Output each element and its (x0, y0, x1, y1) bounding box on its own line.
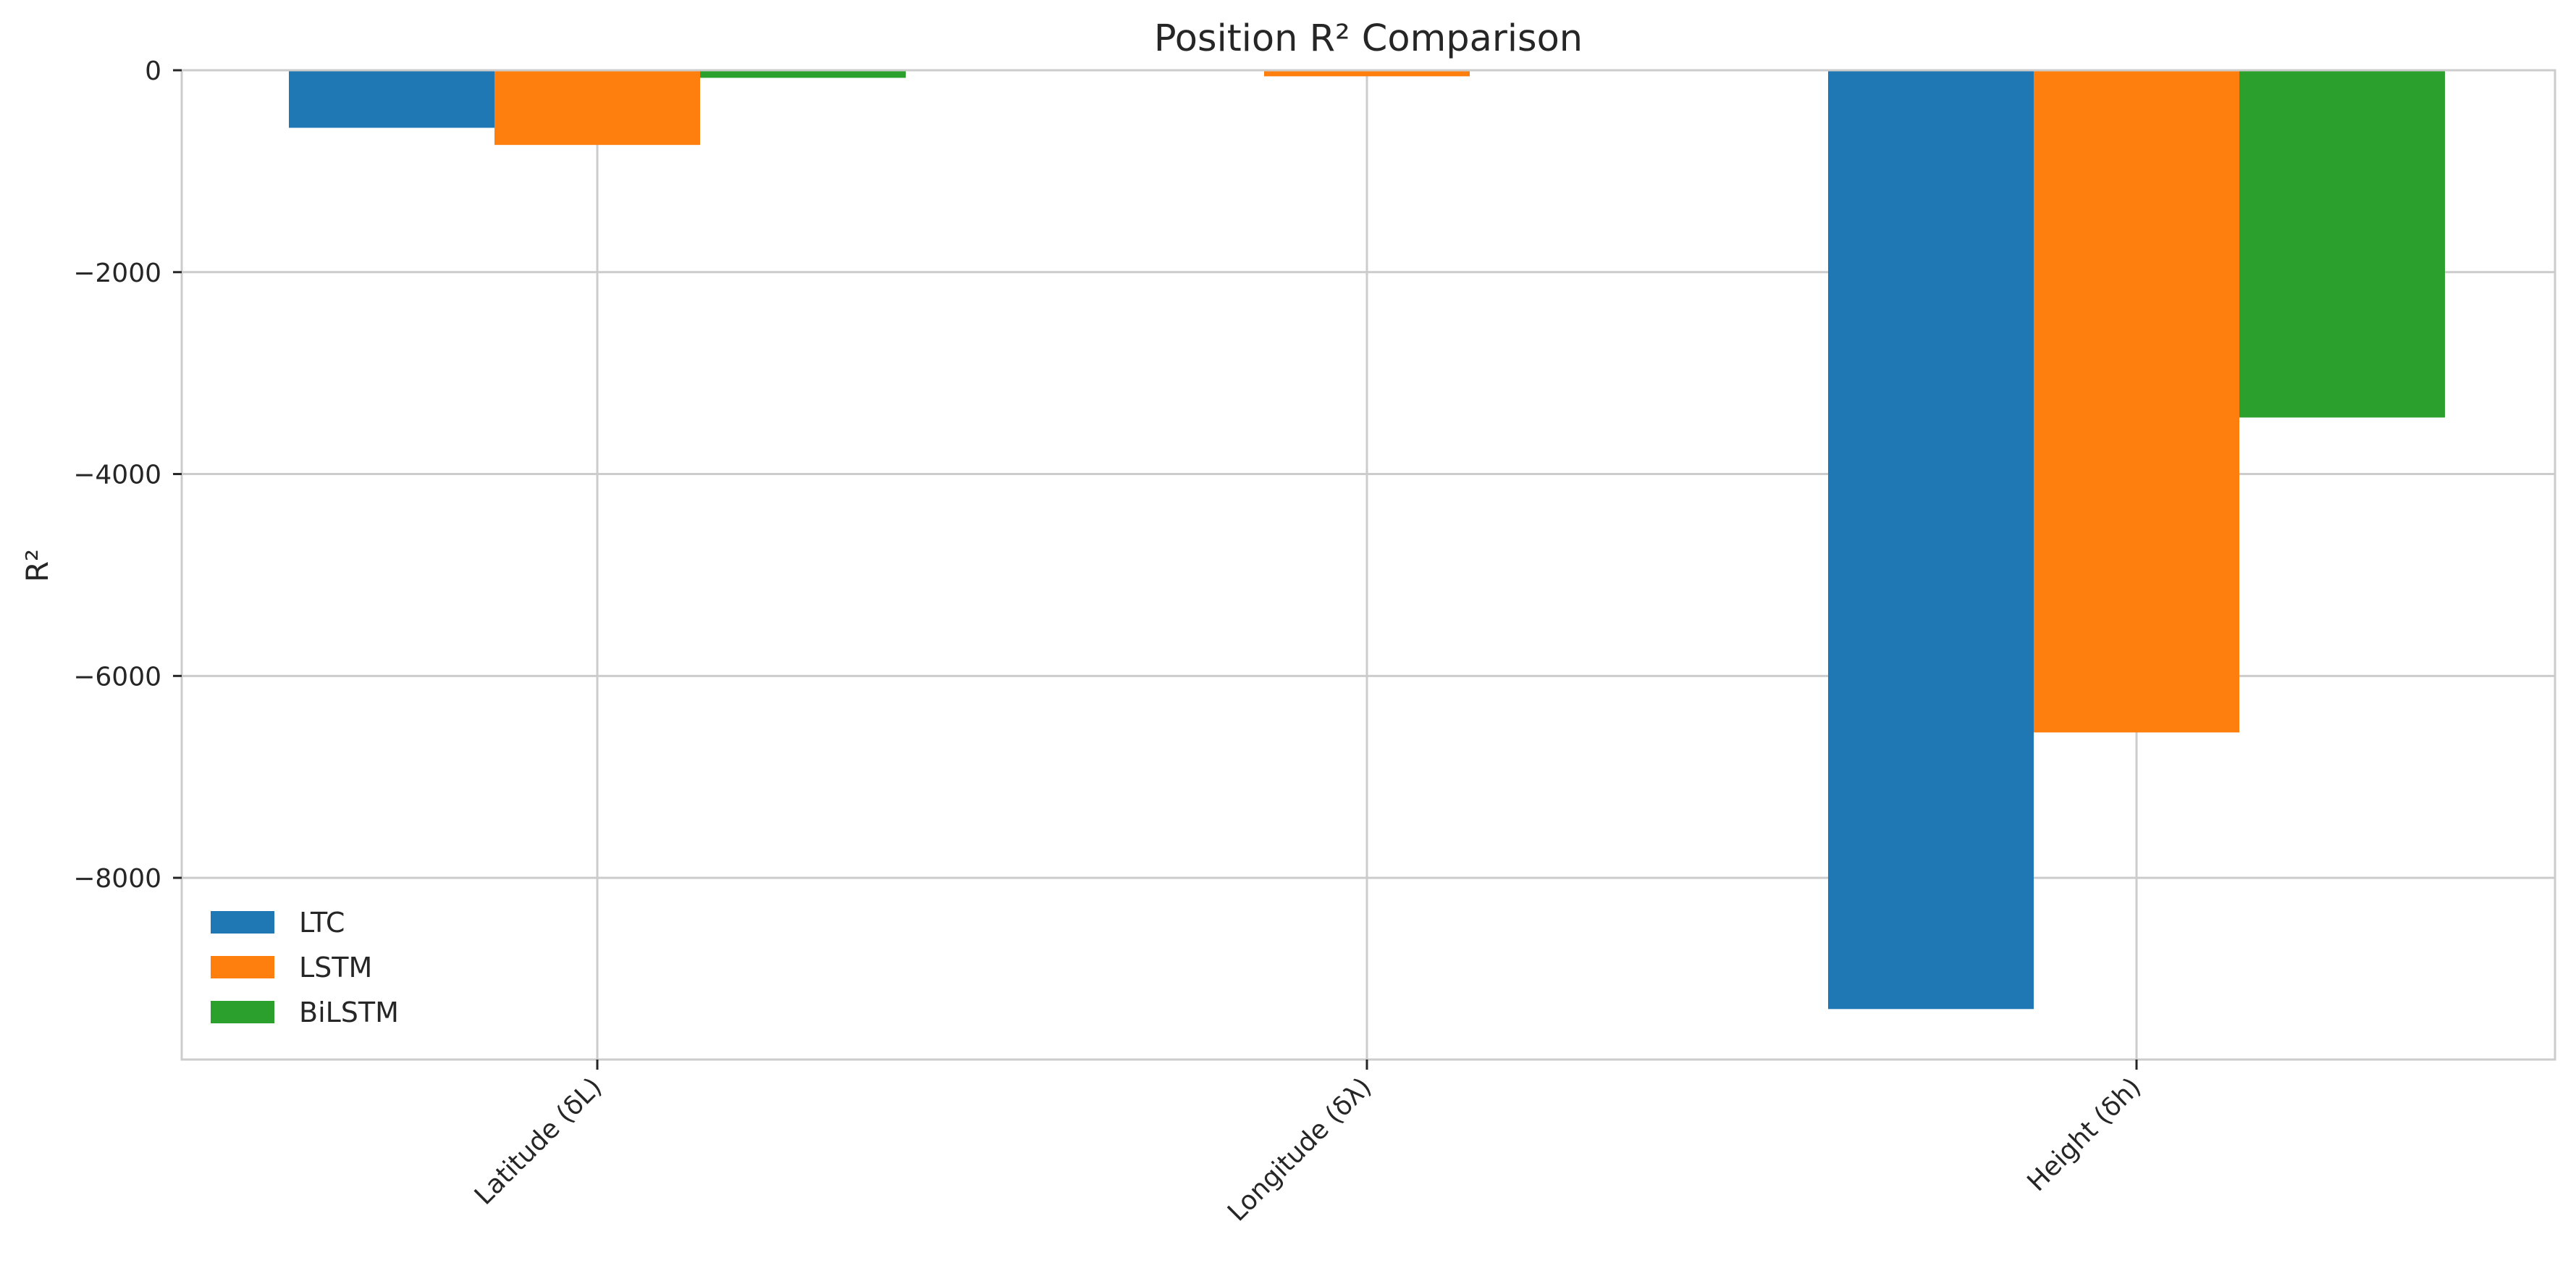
bar-lstm-0 (494, 70, 700, 146)
legend-label-bilstm: BiLSTM (299, 997, 399, 1028)
chart-title: Position R² Comparison (1154, 17, 1583, 60)
bars (289, 70, 2445, 1010)
legend: LTC LSTM BiLSTM (211, 907, 399, 1028)
bar-ltc-0 (289, 70, 494, 128)
x-tick-label: Longitude (δλ) (1222, 1072, 1377, 1227)
legend-swatch-ltc (211, 911, 274, 934)
y-tick-label: −2000 (73, 259, 161, 288)
x-tick-label: Height (δh) (2022, 1072, 2147, 1197)
bar-bilstm-0 (700, 70, 906, 78)
x-axis-ticks: Latitude (δL) Longitude (δλ) Height (δh) (469, 1060, 2147, 1228)
x-tick-label: Latitude (δL) (469, 1072, 607, 1210)
bar-lstm-2 (2034, 70, 2239, 733)
plot-frame (180, 69, 2556, 1061)
bar-bilstm-2 (2239, 70, 2445, 418)
y-tick-label: −4000 (73, 461, 161, 490)
y-tick-label: −6000 (73, 662, 161, 692)
legend-swatch-lstm (211, 956, 274, 978)
legend-swatch-bilstm (211, 1001, 274, 1023)
bar-lstm-1 (1264, 70, 1470, 77)
y-axis-label: R² (20, 549, 55, 582)
y-axis-ticks: 0 −2000 −4000 −6000 −8000 (73, 56, 182, 894)
y-tick-label: −8000 (73, 864, 161, 894)
legend-label-lstm: LSTM (299, 952, 372, 983)
y-tick-label: 0 (145, 56, 161, 86)
bar-ltc-2 (1828, 70, 2034, 1010)
legend-label-ltc: LTC (299, 907, 345, 939)
